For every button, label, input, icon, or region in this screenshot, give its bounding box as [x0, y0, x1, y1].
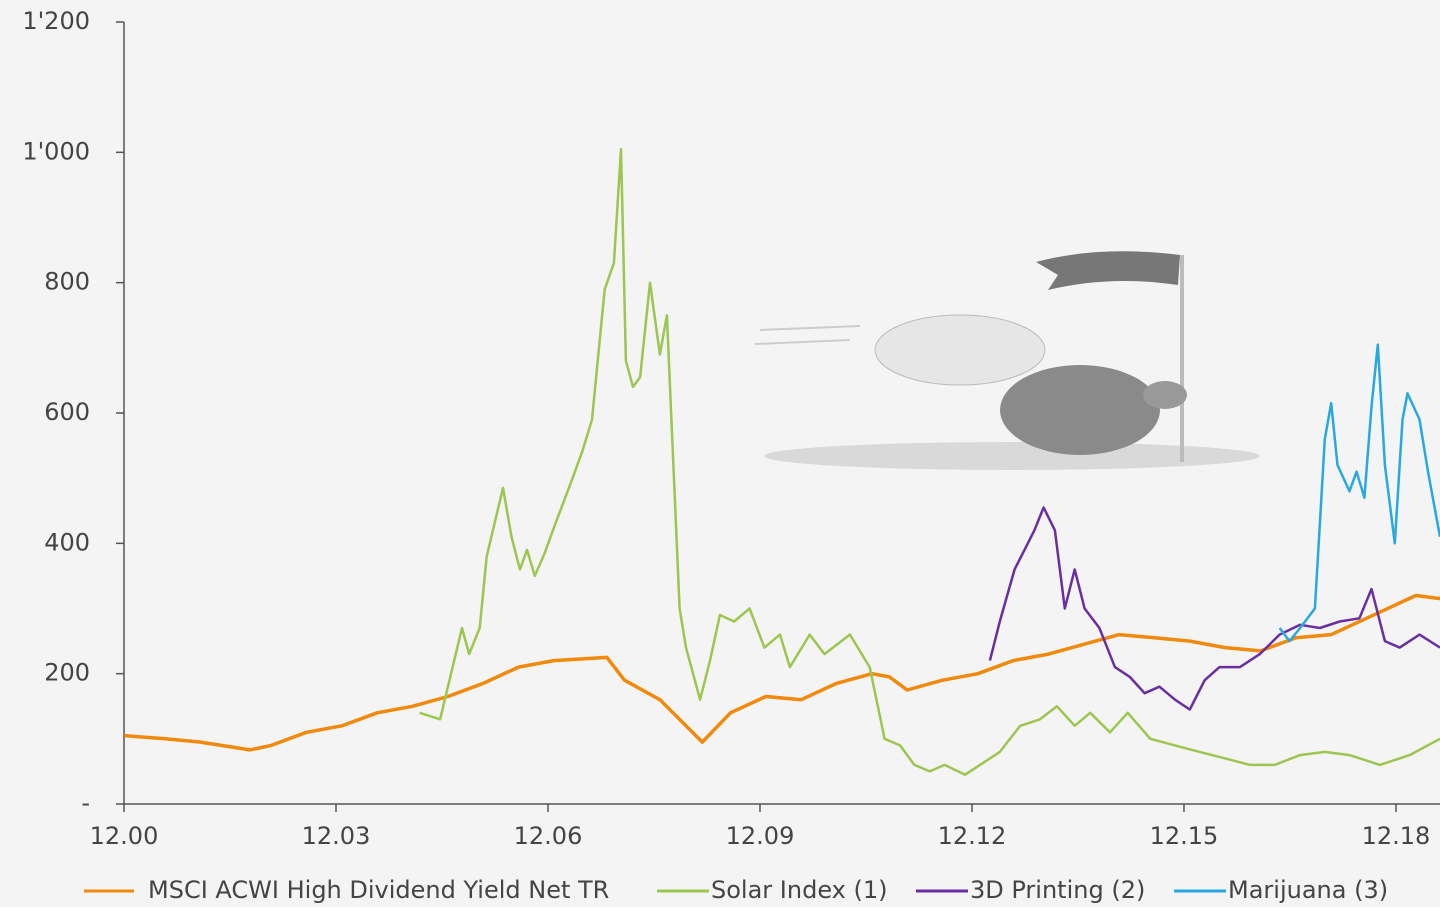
y-tick-label: 800	[44, 268, 90, 296]
x-tick-label: 12.00	[90, 822, 159, 850]
y-tick-label: -	[81, 789, 90, 817]
chart: - 200 400 600 800 1'000 1'200 12.00 12.03 12.06 12…	[0, 0, 1440, 907]
x-tick-label: 12.09	[726, 822, 795, 850]
series-line	[990, 508, 1440, 710]
legend-label: Solar Index (1)	[711, 876, 887, 904]
y-tick-label: 600	[44, 398, 90, 426]
y-tick-label: 1'200	[22, 7, 90, 35]
series-line	[124, 596, 1440, 750]
legend-label: Marijuana (3)	[1228, 876, 1388, 904]
illustration	[755, 251, 1260, 470]
x-tick-label: 12.15	[1150, 822, 1219, 850]
y-tick-label: 400	[44, 528, 90, 556]
legend-label: 3D Printing (2)	[970, 876, 1145, 904]
x-tick-label: 12.03	[302, 822, 371, 850]
legend-label: MSCI ACWI High Dividend Yield Net TR	[148, 876, 609, 904]
x-tick-label: 12.18	[1362, 822, 1431, 850]
y-tick-label: 1'000	[22, 137, 90, 165]
x-tick-label: 12.12	[938, 822, 1007, 850]
y-tick-label: 200	[44, 659, 90, 687]
x-tick-label: 12.06	[514, 822, 583, 850]
